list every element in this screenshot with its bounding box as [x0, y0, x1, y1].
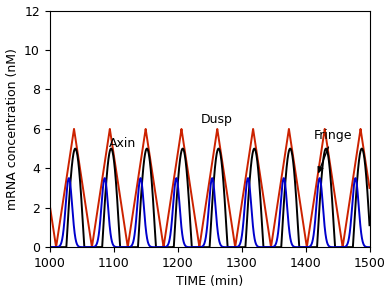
Text: Axin: Axin	[109, 137, 136, 150]
X-axis label: TIME (min): TIME (min)	[176, 275, 243, 288]
Text: Fringe: Fringe	[314, 129, 352, 172]
Text: Dusp: Dusp	[201, 113, 233, 126]
Y-axis label: mRNA concentration (nM): mRNA concentration (nM)	[5, 48, 18, 210]
